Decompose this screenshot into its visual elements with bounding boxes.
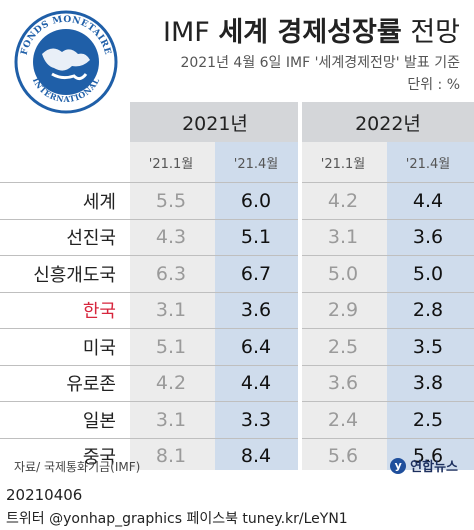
table-row: 선진국 4.3 5.1 3.1 3.6 bbox=[0, 218, 474, 256]
value-cell: 3.1 bbox=[155, 299, 187, 321]
table-row: 미국 5.1 6.4 2.5 3.5 bbox=[0, 328, 474, 365]
value-cell: 3.6 bbox=[240, 299, 272, 321]
row-label: 중국 bbox=[82, 447, 116, 468]
table-row: 한국 3.1 3.6 2.9 2.8 bbox=[0, 291, 474, 329]
value-cell: 6.4 bbox=[240, 335, 272, 358]
row-label: 유로존 bbox=[66, 374, 116, 395]
row-label: 일본 bbox=[82, 410, 116, 432]
subtitle: 2021년 4월 6일 IMF '세계경제전망' 발표 기준 bbox=[180, 55, 460, 71]
value-cell: 4.2 bbox=[155, 372, 187, 394]
row-label: 신흥개도국 bbox=[33, 264, 116, 286]
row-divider bbox=[0, 182, 474, 183]
month-header: '21.1월 bbox=[320, 156, 366, 172]
value-cell: 2.5 bbox=[327, 335, 359, 358]
title-prefix: IMF bbox=[163, 17, 210, 48]
value-cell: 2.5 bbox=[412, 408, 444, 431]
table-row: 유로존 4.2 4.4 3.6 3.8 bbox=[0, 364, 474, 402]
value-cell: 5.5 bbox=[155, 189, 187, 212]
row-label: 세계 bbox=[82, 191, 116, 213]
page-title: IMF 세계 경제성장률 전망 bbox=[163, 10, 460, 49]
row-divider bbox=[0, 328, 474, 329]
value-cell: 4.4 bbox=[240, 372, 272, 394]
row-divider bbox=[0, 401, 474, 402]
row-label: 선진국 bbox=[66, 228, 116, 249]
source-note: 자료/ 국제통화기금(IMF) bbox=[14, 460, 141, 474]
header: FONDS MONETAIRE INTERNATIONAL IMF 세계 경제성… bbox=[0, 0, 474, 114]
brand-logo: y 연합뉴스 bbox=[390, 456, 458, 475]
title-bold: 세계 경제성장률 bbox=[218, 17, 402, 48]
imf-logo: FONDS MONETAIRE INTERNATIONAL bbox=[14, 10, 118, 114]
unit-label: 단위 : % bbox=[407, 77, 460, 93]
brand-name: 연합뉴스 bbox=[410, 460, 458, 475]
column-bg-2021-apr bbox=[215, 142, 300, 470]
column-bg-2022-jan bbox=[302, 142, 387, 470]
value-cell: 3.3 bbox=[240, 408, 272, 431]
month-header: '21.4월 bbox=[233, 156, 279, 172]
row-label: 미국 bbox=[82, 337, 116, 359]
value-cell: 5.0 bbox=[412, 262, 444, 285]
value-cell: 3.5 bbox=[412, 335, 444, 358]
value-cell: 8.1 bbox=[155, 445, 187, 467]
value-cell: 5.1 bbox=[240, 226, 272, 248]
value-cell: 5.6 bbox=[327, 445, 359, 467]
value-cell: 3.8 bbox=[412, 372, 444, 394]
value-cell: 2.8 bbox=[412, 299, 444, 321]
value-cell: 4.4 bbox=[412, 189, 444, 212]
value-cell: 8.4 bbox=[240, 445, 272, 467]
value-cell: 3.6 bbox=[412, 226, 444, 248]
row-divider bbox=[0, 255, 474, 256]
value-cell: 3.1 bbox=[327, 226, 359, 248]
value-cell: 4.3 bbox=[155, 226, 187, 248]
table-row: 중국 8.1 8.4 5.6 5.6 bbox=[0, 437, 474, 475]
month-header: '21.4월 bbox=[405, 156, 451, 172]
value-cell: 3.1 bbox=[155, 408, 187, 431]
year-separator bbox=[298, 102, 302, 472]
social-credit: 트위터 @yonhap_graphics 페이스북 tuney.kr/LeYN1 bbox=[6, 511, 348, 527]
value-cell: 6.3 bbox=[155, 262, 187, 285]
brand-mark-icon: y bbox=[390, 457, 407, 474]
month-header: '21.1월 bbox=[148, 156, 194, 172]
column-bg-2022-apr bbox=[387, 142, 474, 470]
value-cell: 5.6 bbox=[412, 445, 444, 467]
year-header-row: 2021년 2022년 bbox=[0, 102, 474, 142]
value-cell: 2.9 bbox=[327, 299, 359, 321]
value-cell: 6.0 bbox=[240, 189, 272, 212]
year-2021-header: 2021년 bbox=[130, 102, 300, 142]
table-row: 일본 3.1 3.3 2.4 2.5 bbox=[0, 401, 474, 438]
table-row: 세계 5.5 6.0 4.2 4.4 bbox=[0, 182, 474, 219]
value-cell: 4.2 bbox=[327, 189, 359, 212]
row-divider bbox=[0, 291, 474, 293]
row-label: 한국 bbox=[82, 301, 116, 322]
row-divider bbox=[0, 437, 474, 439]
table-row: 신흥개도국 6.3 6.7 5.0 5.0 bbox=[0, 255, 474, 292]
publish-date: 20210406 bbox=[6, 486, 83, 504]
value-cell: 5.1 bbox=[155, 335, 187, 358]
year-2022-header: 2022년 bbox=[302, 102, 474, 142]
value-cell: 5.0 bbox=[327, 262, 359, 285]
value-cell: 3.6 bbox=[327, 372, 359, 394]
title-suffix: 전망 bbox=[410, 17, 460, 48]
value-cell: 2.4 bbox=[327, 408, 359, 431]
row-divider bbox=[0, 218, 474, 220]
month-header-row: '21.1월 '21.4월 '21.1월 '21.4월 bbox=[0, 144, 474, 180]
value-cell: 6.7 bbox=[240, 262, 272, 285]
column-bg-2021-jan bbox=[130, 142, 215, 470]
row-divider bbox=[0, 364, 474, 366]
